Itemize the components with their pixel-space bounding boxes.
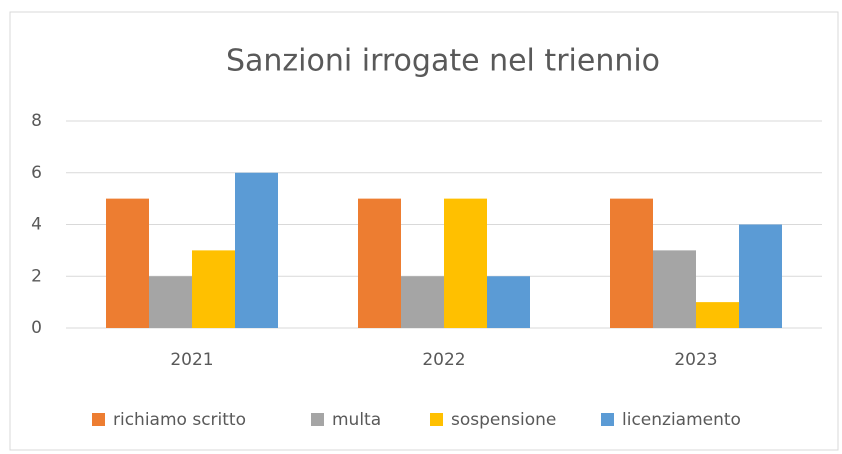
x-tick-label: 2023: [674, 350, 717, 370]
bar: [358, 198, 401, 328]
bar: [401, 276, 444, 328]
bar: [235, 172, 278, 328]
bar: [610, 198, 653, 328]
bar: [487, 276, 530, 328]
y-tick-label: 0: [31, 318, 42, 338]
legend-swatch: [601, 413, 614, 426]
x-tick-label: 2022: [422, 350, 465, 370]
legend-label: richiamo scritto: [113, 410, 246, 430]
y-tick-label: 2: [31, 266, 42, 286]
y-tick-label: 4: [31, 215, 42, 235]
bar: [149, 276, 192, 328]
x-tick-label: 2021: [170, 350, 213, 370]
legend-swatch: [92, 413, 105, 426]
y-tick-label: 6: [31, 163, 42, 183]
legend-swatch: [430, 413, 443, 426]
bar: [106, 198, 149, 328]
bar: [653, 250, 696, 328]
bar: [192, 250, 235, 328]
chart-title: Sanzioni irrogate nel triennio: [226, 44, 660, 79]
legend-label: sospensione: [451, 410, 556, 430]
bar: [696, 302, 739, 328]
legend-label: multa: [332, 410, 381, 430]
y-tick-label: 8: [31, 111, 42, 131]
legend-label: licenziamento: [622, 410, 741, 430]
bar: [739, 224, 782, 328]
bar: [444, 198, 487, 328]
legend-swatch: [311, 413, 324, 426]
